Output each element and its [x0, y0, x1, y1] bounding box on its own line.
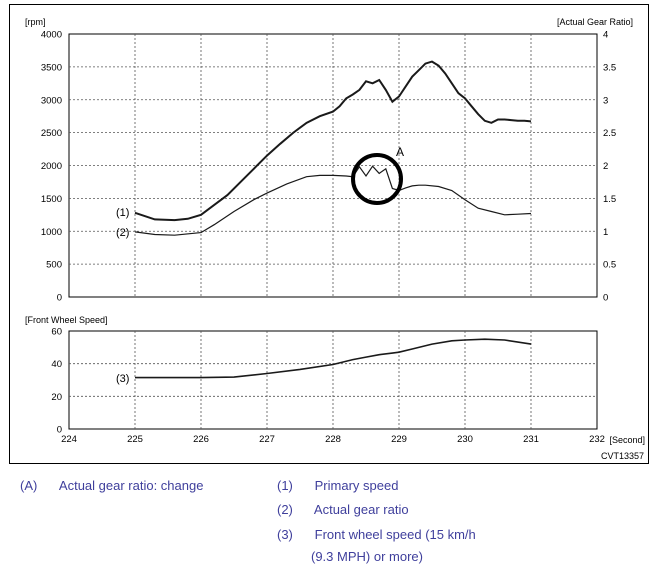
left-tick-label: 1000 — [41, 227, 62, 238]
x-tick-label: 224 — [61, 434, 77, 445]
series-2-line — [134, 165, 532, 236]
legend-code-3: (3) — [277, 527, 293, 542]
left-tick-label: 3000 — [41, 95, 62, 106]
bottom-y-tick-label: 40 — [51, 359, 62, 370]
chart: 0 500 1000 1500 2000 2500 3000 3500 4000 0 0.5 1 1.5… — [25, 17, 645, 461]
left-tick-label: 500 — [46, 260, 62, 271]
legend-item-3: (3) Front wheel speed (15 km/h — [277, 527, 476, 542]
legend-item-3-cont: (9.3 MPH) or more) — [311, 549, 423, 564]
legend-code-1: (1) — [277, 478, 293, 493]
legend-code-a: (A) — [20, 478, 38, 493]
right-tick-label: 3 — [603, 95, 608, 106]
x-tick-label: 232 — [589, 434, 605, 445]
right-tick-label: 1 — [603, 227, 608, 238]
right-tick-label: 3.5 — [603, 62, 616, 73]
bottom-y-tick-label: 0 — [57, 425, 62, 436]
right-tick-label: 1.5 — [603, 194, 616, 205]
right-axis-label: [Actual Gear Ratio] — [557, 17, 633, 27]
left-tick-label: 2000 — [41, 161, 62, 172]
x-tick-label: 229 — [391, 434, 407, 445]
x-tick-label: 225 — [127, 434, 143, 445]
x-tick-label: 228 — [325, 434, 341, 445]
legend-code-2: (2) — [277, 502, 293, 517]
legend-text-3-cont: (9.3 MPH) or more) — [311, 549, 423, 564]
x-tick-label: 230 — [457, 434, 473, 445]
left-tick-label: 2500 — [41, 128, 62, 139]
right-tick-label: 4 — [603, 30, 608, 41]
right-tick-label: 0.5 — [603, 260, 616, 271]
legend-item-a: (A) Actual gear ratio: change — [20, 478, 203, 493]
legend-item-1: (1) Primary speed — [277, 478, 398, 493]
annotation-circle — [351, 153, 403, 205]
right-tick-label: 2 — [603, 161, 608, 172]
figure-frame — [9, 4, 649, 464]
figure-id: CVT13357 — [601, 451, 644, 461]
legend-text-1: Primary speed — [314, 478, 399, 493]
bottom-axis-label: [Front Wheel Speed] — [25, 315, 108, 325]
legend-text-3: Front wheel speed (15 km/h — [314, 527, 476, 542]
series-3-line — [135, 338, 532, 379]
right-tick-label: 2.5 — [603, 128, 616, 139]
x-tick-label: 231 — [523, 434, 539, 445]
left-tick-label: 3500 — [41, 62, 62, 73]
left-axis-label: [rpm] — [25, 17, 46, 27]
x-tick-label: 226 — [193, 434, 209, 445]
x-unit-label: [Second] — [609, 435, 645, 445]
legend-item-2: (2) Actual gear ratio — [277, 502, 409, 517]
left-tick-label: 1500 — [41, 194, 62, 205]
series-2-label: (2) — [116, 227, 129, 239]
left-tick-label: 4000 — [41, 30, 62, 41]
bottom-y-tick-label: 60 — [51, 327, 62, 338]
x-tick-label: 227 — [259, 434, 275, 445]
left-tick-label: 0 — [57, 293, 62, 304]
right-tick-label: 0 — [603, 293, 608, 304]
legend-text-2: Actual gear ratio — [313, 502, 409, 517]
annotation-label: A — [396, 145, 404, 159]
legend-text-a: Actual gear ratio: change — [58, 478, 204, 493]
series-3-label: (3) — [116, 373, 129, 385]
bottom-y-tick-label: 20 — [51, 392, 62, 403]
series-1-label: (1) — [116, 207, 129, 219]
series-1-line — [134, 60, 532, 222]
